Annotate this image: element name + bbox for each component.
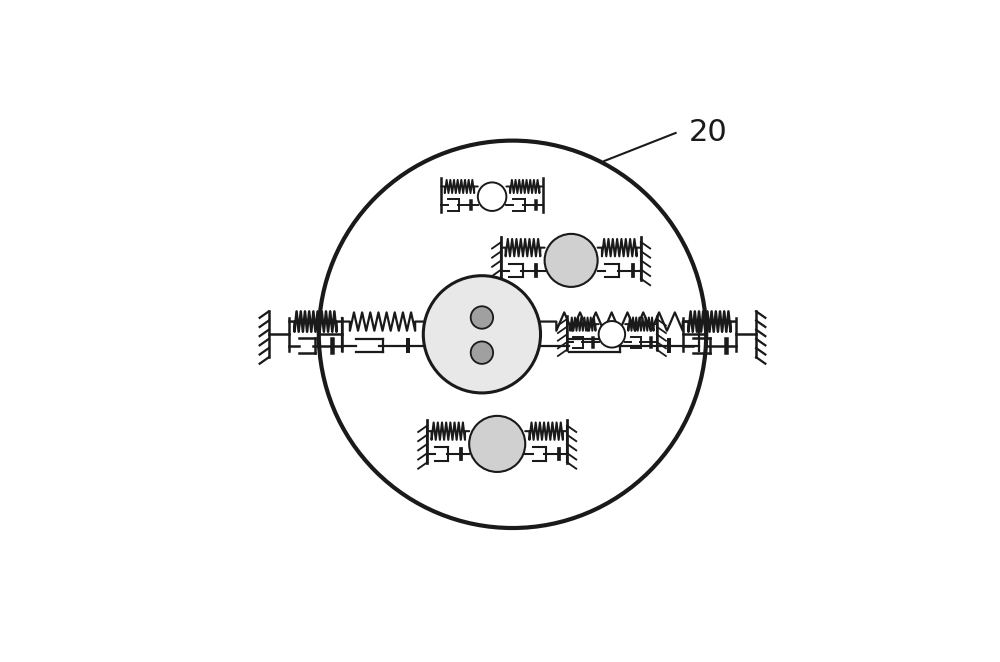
Circle shape [545,234,598,287]
Circle shape [319,140,706,528]
Text: 20: 20 [688,118,727,148]
Circle shape [599,321,625,348]
Circle shape [469,416,525,472]
Circle shape [471,342,493,364]
Circle shape [423,275,541,393]
Circle shape [471,307,493,329]
Circle shape [478,183,506,211]
